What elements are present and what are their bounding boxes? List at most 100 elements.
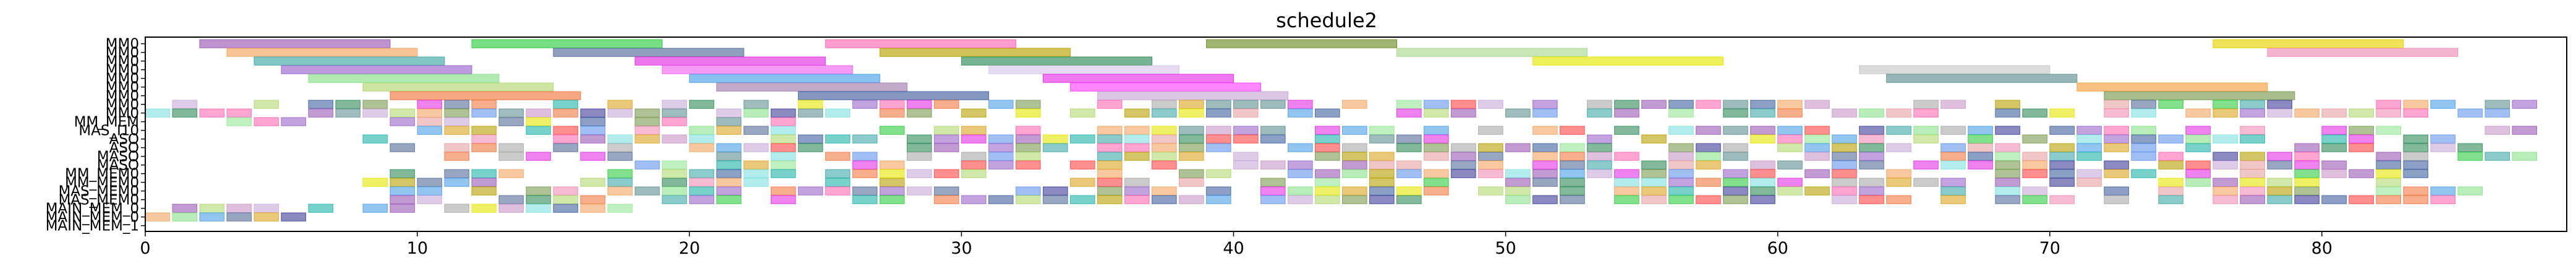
schedule-slot	[608, 187, 632, 195]
schedule-slot	[1179, 152, 1204, 160]
schedule-slot	[880, 170, 904, 178]
schedule-slot	[1179, 135, 1204, 143]
schedule-slot	[1206, 144, 1231, 152]
schedule-slot	[2322, 170, 2347, 178]
schedule-slot	[1016, 187, 1040, 195]
schedule-slot	[1342, 161, 1367, 169]
schedule-slot	[1860, 152, 1884, 160]
schedule-slot	[1778, 161, 1803, 169]
schedule-slot	[553, 196, 578, 204]
schedule-slot	[1288, 170, 1312, 178]
schedule-slot	[1615, 187, 1639, 195]
schedule-slot	[961, 170, 986, 178]
schedule-slot	[417, 126, 442, 134]
schedule-slot	[2268, 187, 2292, 195]
schedule-slot	[1452, 109, 1476, 117]
schedule-slot	[771, 109, 796, 117]
schedule-slot	[580, 204, 605, 212]
schedule-slot	[390, 204, 415, 212]
schedule-slot	[1452, 100, 1476, 108]
schedule-slot	[1016, 161, 1040, 169]
schedule-slot	[390, 118, 415, 126]
schedule-slot	[1506, 196, 1531, 204]
schedule-slot	[1588, 135, 1612, 143]
schedule-slot	[1996, 109, 2020, 117]
schedule-slot	[1778, 187, 1803, 195]
schedule-slot	[961, 196, 986, 204]
schedule-slot	[553, 126, 578, 134]
schedule-slot	[1968, 135, 1993, 143]
schedule-slot	[934, 100, 959, 108]
schedule-bar	[1397, 48, 1588, 56]
schedule-slot	[2159, 100, 2183, 108]
schedule-slot	[1832, 187, 1857, 195]
schedule-slot	[1179, 126, 1204, 134]
schedule-slot	[2077, 135, 2102, 143]
schedule-slot	[2295, 144, 2319, 152]
schedule-slot	[1479, 126, 1503, 134]
schedule-slot	[689, 135, 714, 143]
schedule-slot	[716, 126, 741, 134]
schedule-slot	[1669, 152, 1694, 160]
schedule-slot	[988, 196, 1013, 204]
schedule-slot	[1751, 196, 1775, 204]
schedule-slot	[1696, 178, 1721, 186]
schedule-slot	[2431, 196, 2455, 204]
schedule-bar	[281, 66, 472, 74]
schedule-slot	[934, 170, 959, 178]
schedule-bar	[2213, 40, 2404, 48]
schedule-slot	[880, 196, 904, 204]
schedule-slot	[1152, 135, 1176, 143]
schedule-bar	[1887, 74, 2077, 82]
schedule-slot	[308, 204, 333, 212]
schedule-slot	[1315, 187, 1340, 195]
schedule-slot	[2485, 100, 2510, 108]
schedule-slot	[2132, 144, 2156, 152]
schedule-slot	[444, 118, 469, 126]
schedule-slot	[907, 144, 932, 152]
schedule-slot	[2295, 187, 2319, 195]
schedule-slot	[1996, 126, 2020, 134]
schedule-slot	[1832, 170, 1857, 178]
schedule-slot	[716, 152, 741, 160]
schedule-slot	[499, 204, 524, 212]
schedule-slot	[1506, 144, 1531, 152]
schedule-slot	[2376, 170, 2401, 178]
schedule-slot	[1506, 187, 1531, 195]
schedule-slot	[2404, 152, 2428, 160]
schedule-slot	[254, 204, 279, 212]
schedule-slot	[1669, 100, 1694, 108]
schedule-slot	[2485, 126, 2510, 134]
schedule-slot	[2458, 152, 2483, 160]
schedule-slot	[2431, 187, 2455, 195]
schedule-slot	[744, 144, 768, 152]
schedule-slot	[172, 100, 197, 108]
schedule-slot	[934, 187, 959, 195]
schedule-slot	[825, 170, 850, 178]
schedule-slot	[1805, 144, 1830, 152]
schedule-slot	[1860, 144, 1884, 152]
schedule-slot	[1206, 109, 1231, 117]
schedule-slot	[2213, 196, 2238, 204]
schedule-slot	[227, 109, 252, 117]
schedule-slot	[2485, 109, 2510, 117]
schedule-slot	[2240, 109, 2265, 117]
schedule-slot	[988, 161, 1013, 169]
schedule-slot	[1805, 187, 1830, 195]
schedule-slot	[172, 213, 197, 221]
schedule-slot	[1370, 135, 1395, 143]
schedule-slot	[1887, 126, 1911, 134]
schedule-slot	[1696, 161, 1721, 169]
schedule-slot	[2404, 144, 2428, 152]
schedule-slot	[2186, 126, 2211, 134]
schedule-slot	[553, 187, 578, 195]
schedule-slot	[1533, 170, 1558, 178]
schedule-slot	[2023, 170, 2047, 178]
schedule-slot	[444, 144, 469, 152]
schedule-slot	[2050, 178, 2075, 186]
schedule-bar	[1206, 40, 1396, 48]
schedule-bar	[472, 40, 662, 48]
schedule-slot	[2132, 100, 2156, 108]
schedule-slot	[2295, 196, 2319, 204]
schedule-slot	[580, 178, 605, 186]
